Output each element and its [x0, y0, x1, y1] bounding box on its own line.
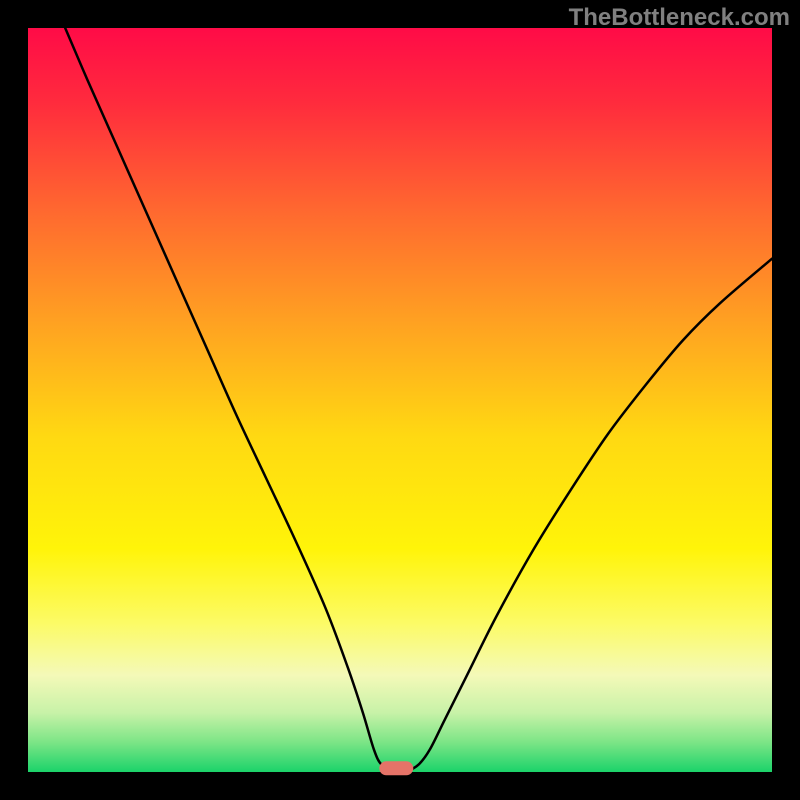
bottleneck-chart — [0, 0, 800, 800]
chart-container: TheBottleneck.com — [0, 0, 800, 800]
watermark-text: TheBottleneck.com — [569, 4, 790, 32]
gradient-background — [28, 28, 772, 772]
optimal-marker — [379, 761, 413, 775]
